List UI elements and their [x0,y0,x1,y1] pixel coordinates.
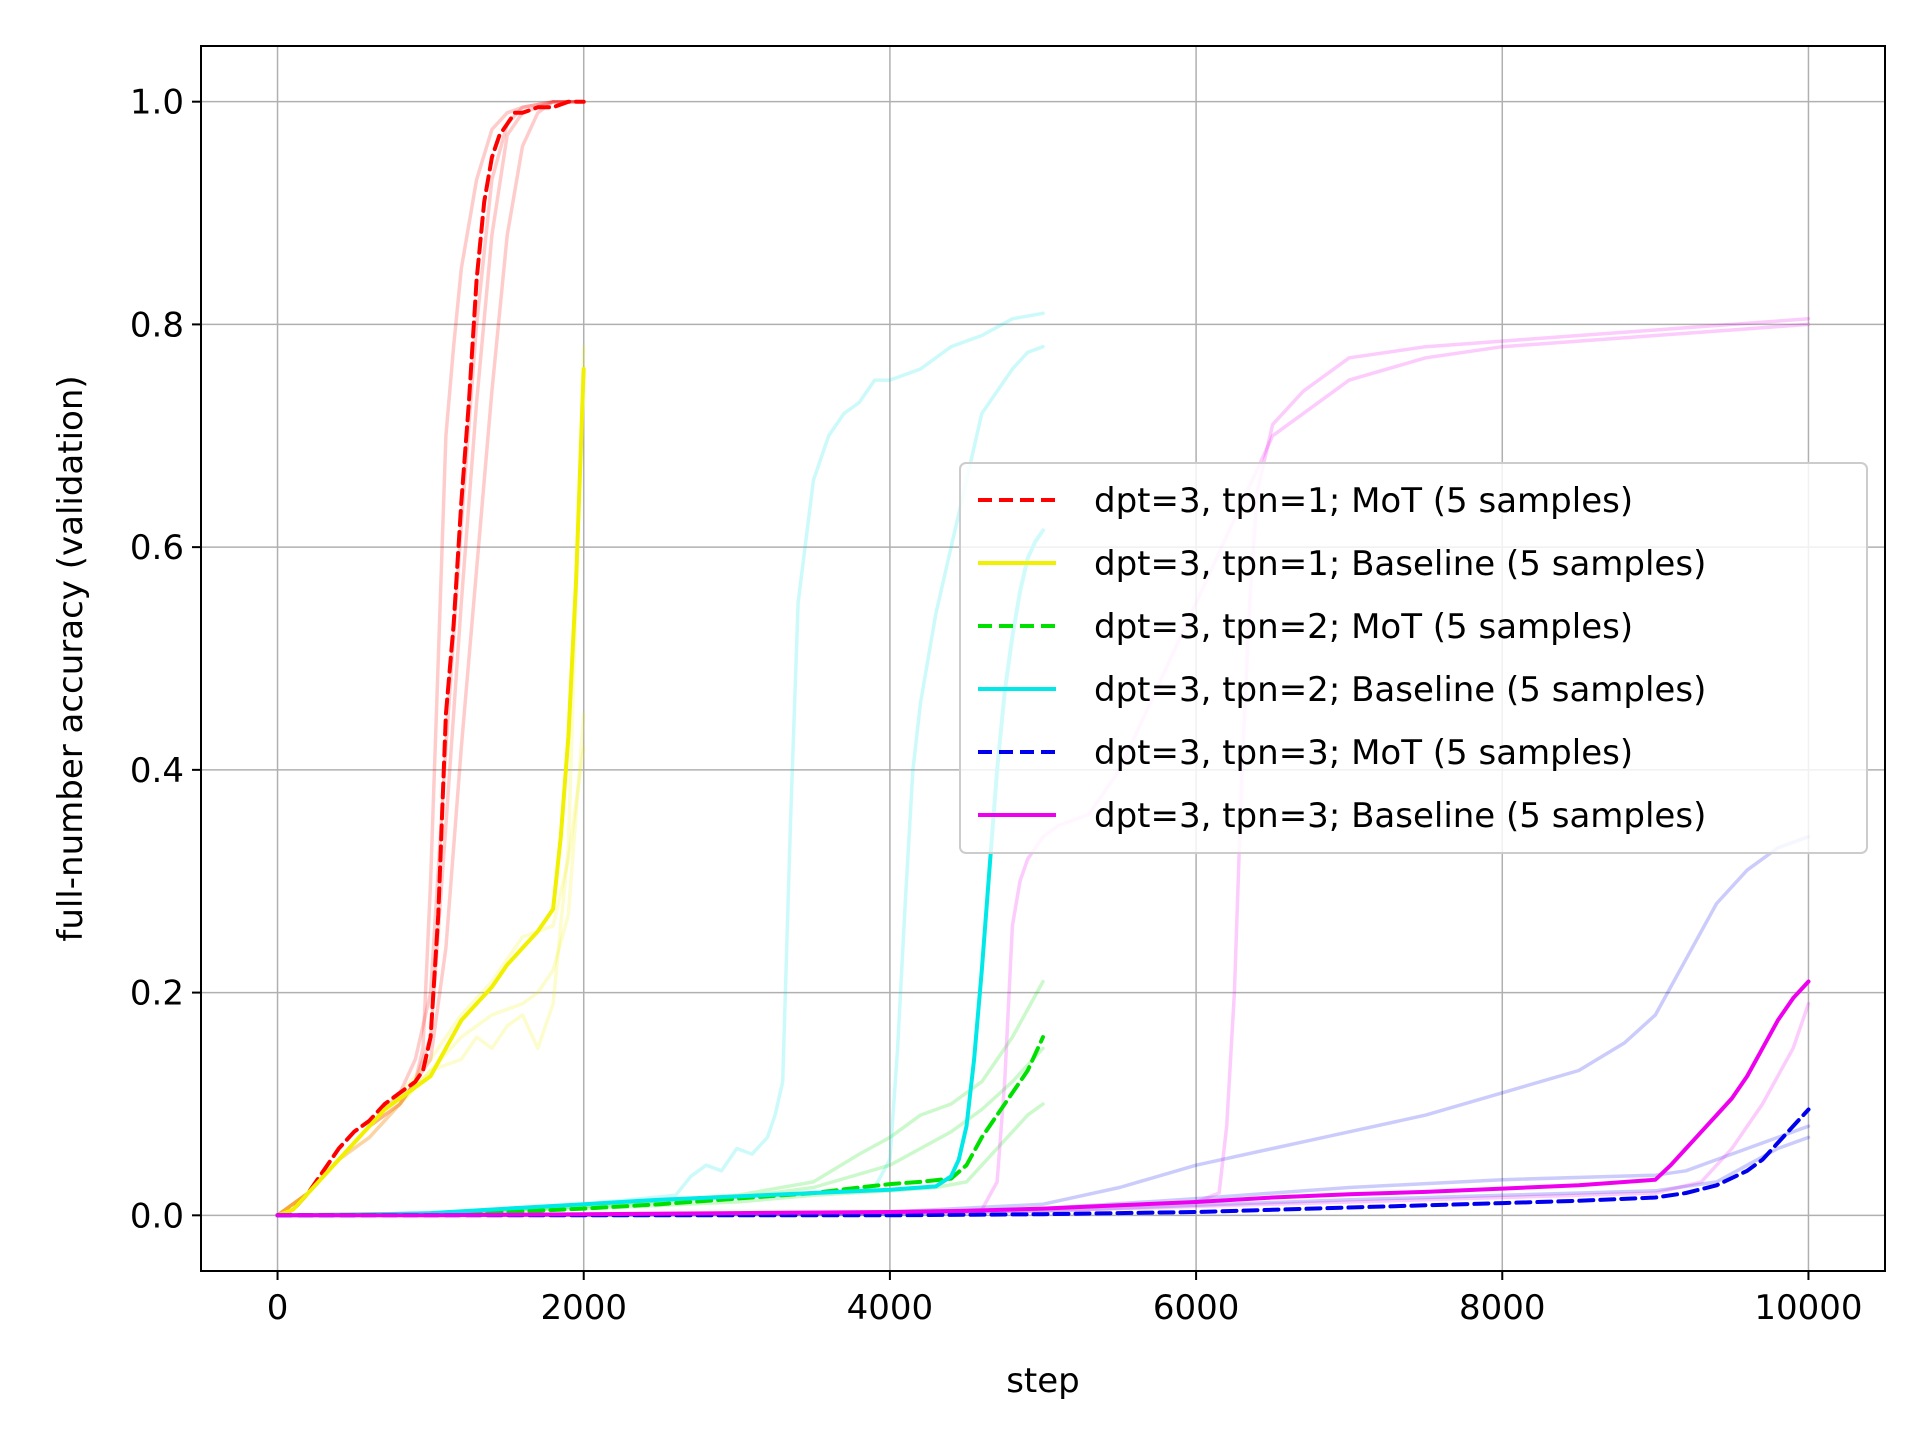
x-tick-label: 0 [267,1288,289,1328]
plot-frame [200,45,1886,1272]
sample-line [275,311,1045,1218]
legend-label: dpt=3, tpn=1; MoT (5 samples) [1094,481,1633,521]
y-tick-label: 0.6 [130,528,184,568]
y-tick-label: 0.8 [130,305,184,345]
y-tick-label: 0.2 [130,974,184,1014]
x-tick-label: 10000 [1754,1288,1862,1328]
legend-label: dpt=3, tpn=1; Baseline (5 samples) [1094,544,1706,584]
y-axis-label: full-number accuracy (validation) [51,375,91,941]
sample-line [275,344,586,1218]
legend-label: dpt=3, tpn=2; Baseline (5 samples) [1094,670,1706,710]
sample-line [275,834,1811,1218]
legend-label: dpt=3, tpn=2; MoT (5 samples) [1094,607,1633,647]
x-tick-label: 4000 [847,1288,934,1328]
x-tick-label: 8000 [1459,1288,1546,1328]
y-tick-label: 1.0 [130,83,184,123]
series-line [275,1035,1045,1218]
legend-frame [959,462,1868,854]
x-tick-label: 2000 [540,1288,627,1328]
x-tick-label: 6000 [1153,1288,1240,1328]
series-line [275,99,586,1218]
sample-line [275,99,586,1218]
legend-label: dpt=3, tpn=3; Baseline (5 samples) [1094,796,1706,836]
series-line [275,1107,1811,1218]
series-line [275,979,1811,1218]
legend: dpt=3, tpn=1; MoT (5 samples) dpt=3, tpn=… [959,462,1868,854]
y-tick-label: 0.0 [130,1196,184,1236]
y-tick-label: 0.4 [130,751,184,791]
axis-ticks: 0 2000 4000 6000 8000 10000 0.0 0.2 0.4 0.6 0.8 1.0 [130,83,1863,1328]
series-line [275,367,586,1218]
x-axis-label: step [1006,1361,1080,1401]
legend-label: dpt=3, tpn=3; MoT (5 samples) [1094,733,1633,773]
